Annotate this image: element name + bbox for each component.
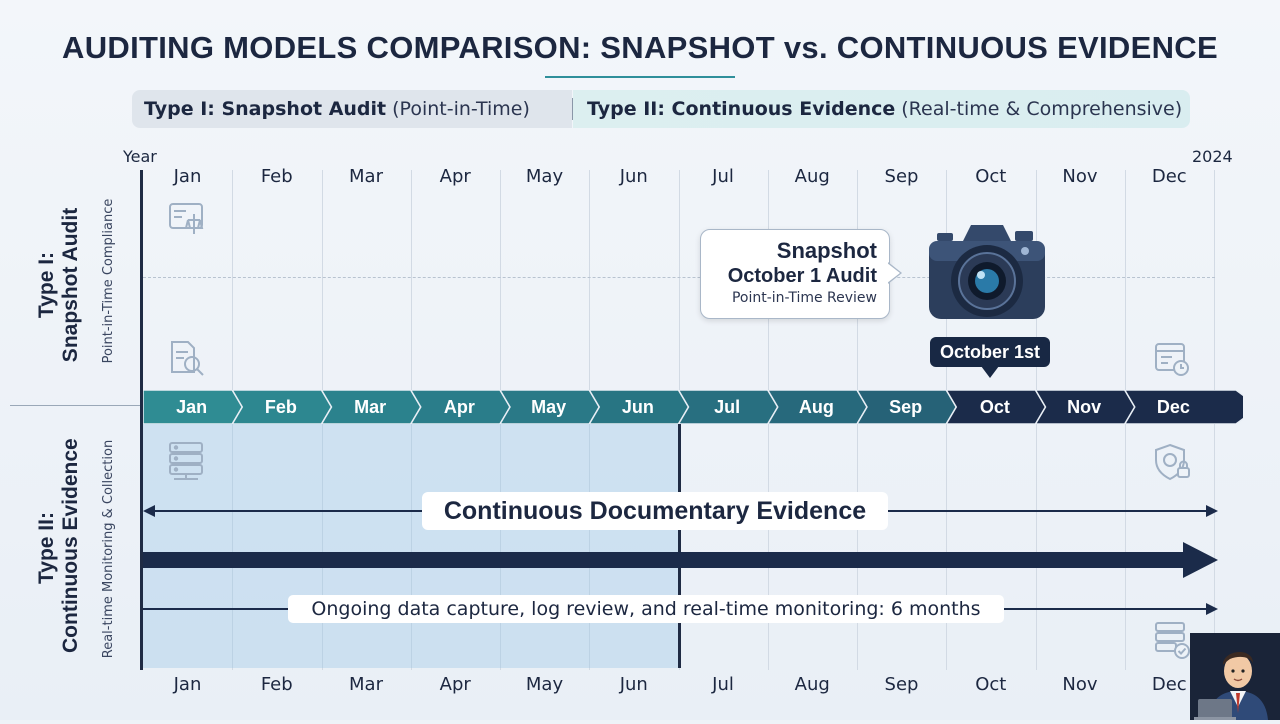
banner-segment-sep [856,390,958,424]
banner-segment-jul [677,390,779,424]
month-footer-jun: Jun [619,674,648,695]
continuous-evidence-band [143,424,681,668]
legend-type1: Type I: Snapshot Audit (Point-in-Time) [132,90,572,128]
type1-sublabel: Point-in-Time Compliance [101,198,116,364]
timeline-thick-arrow [143,540,1218,580]
server-icon [166,440,206,480]
month-header-jun: Jun [619,166,648,187]
month-header-nov: Nov [1062,166,1098,187]
banner-label-feb: Feb [265,397,297,417]
month-footer-oct: Oct [975,674,1007,695]
legend-type1-sub: (Point-in-Time) [392,98,530,120]
document-search-icon [166,338,206,378]
banner-segment-mar [320,390,422,424]
title-underline [545,76,735,78]
section-divider [10,405,140,406]
legend-type2-sub: (Real-time & Comprehensive) [901,98,1183,120]
month-header-mar: Mar [349,166,383,187]
calendar-clock-icon [1152,338,1192,378]
month-footer-jan: Jan [173,674,202,695]
month-footer-sep: Sep [884,674,919,695]
server-check-icon [1152,620,1192,660]
type1-label-line1: Type I: [35,251,58,319]
banner-segment-jun [588,390,690,424]
month-header-jul: Jul [712,166,734,187]
month-header-feb: Feb [260,166,293,187]
banner-label-may: May [531,397,566,417]
type2-sublabel: Real-time Monitoring & Collection [101,439,116,659]
legend-separator [572,98,573,120]
continuous-evidence-label: Continuous Documentary Evidence [422,492,888,530]
legend-type2-title: Type II: Continuous Evidence [587,98,896,120]
year-label: Year [123,147,157,166]
month-header-apr: Apr [439,166,471,187]
banner-segment-apr [409,390,511,424]
banner-segment-aug [766,390,868,424]
month-header-jan: Jan [173,166,202,187]
legend-bar: Type I: Snapshot Audit (Point-in-Time) T… [132,90,1190,128]
banner-label-sep: Sep [889,397,922,417]
type2-label-line2: Continuous Evidence [59,438,82,653]
banner-label-nov: Nov [1067,397,1101,417]
type1-label: Type I: Snapshot Audit [35,200,85,370]
presenter-avatar [1190,633,1280,720]
month-header-aug: Aug [794,166,830,187]
banner-label-jan: Jan [176,397,207,417]
vertical-axis [140,170,143,670]
banner-label-dec: Dec [1157,397,1190,417]
month-footer-may: May [525,674,564,695]
month-header-oct: Oct [975,166,1007,187]
banner-label-jun: Jun [622,397,654,417]
snapshot-callout: Snapshot October 1 Audit Point-in-Time R… [700,229,890,319]
snapshot-date-pointer [981,366,999,378]
banner-label-jul: Jul [714,397,740,417]
banner-label-aug: Aug [799,397,834,417]
legend-type1-title: Type I: Snapshot Audit [144,98,387,120]
type1-midline [143,277,1215,278]
callout-subtitle: October 1 Audit [727,265,877,287]
month-footer-feb: Feb [260,674,293,695]
type2-label: Type II: Continuous Evidence [35,438,85,653]
month-header-may: May [525,166,564,187]
snapshot-date-badge: October 1st [930,337,1050,367]
callout-title: Snapshot [776,238,877,263]
month-footer-dec: Dec [1151,674,1187,695]
year-value: 2024 [1192,147,1233,166]
banner-label-apr: Apr [444,397,475,417]
type1-label-line2: Snapshot Audit [59,207,82,363]
callout-pointer-fill [887,263,900,283]
month-footer-apr: Apr [439,674,471,695]
banner-label-mar: Mar [354,397,386,417]
shield-lock-icon [1152,442,1192,482]
month-footer-nov: Nov [1062,674,1098,695]
month-footer-mar: Mar [349,674,383,695]
camera-icon [925,215,1049,327]
ongoing-monitoring-label: Ongoing data capture, log review, and re… [288,595,1004,623]
month-header-sep: Sep [884,166,919,187]
banner-label-oct: Oct [980,397,1010,417]
callout-note: Point-in-Time Review [731,290,877,306]
month-footer-jul: Jul [712,674,734,695]
month-header-dec: Dec [1151,166,1187,187]
banner-segment-nov [1034,390,1136,424]
month-banner: Jan Feb Mar Apr May Jun Jul Aug Sep Oct Nov Dec [143,390,1243,424]
type2-label-line1: Type II: [35,512,58,584]
legend-type2: Type II: Continuous Evidence (Real-time … [573,90,1190,128]
banner-segment-dec [1123,390,1243,424]
month-footer-aug: Aug [794,674,830,695]
banner-segment-feb [231,390,333,424]
banner-segment-may [499,390,601,424]
banner-segment-oct [945,390,1047,424]
page-title: AUDITING MODELS COMPARISON: SNAPSHOT vs.… [62,30,1218,65]
document-scale-icon [166,200,206,240]
